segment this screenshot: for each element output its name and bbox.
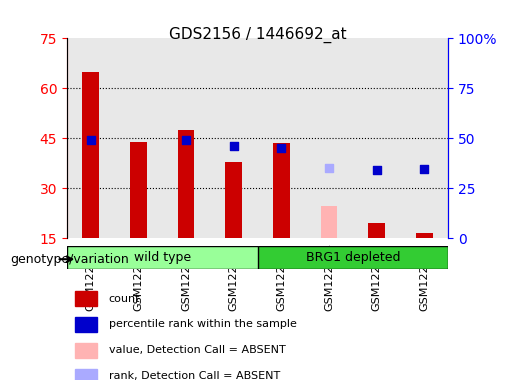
Text: value, Detection Call = ABSENT: value, Detection Call = ABSENT bbox=[109, 345, 286, 356]
Bar bbox=[401, 38, 448, 238]
Bar bbox=[75, 369, 97, 384]
Bar bbox=[258, 38, 305, 238]
Point bbox=[325, 165, 333, 171]
Text: count: count bbox=[109, 293, 141, 304]
Bar bbox=[162, 38, 210, 238]
Bar bbox=[178, 130, 194, 238]
Bar bbox=[416, 233, 433, 238]
Text: genotype/variation: genotype/variation bbox=[10, 253, 129, 266]
Bar bbox=[226, 162, 242, 238]
Bar bbox=[82, 72, 99, 238]
Bar bbox=[305, 38, 353, 238]
Bar bbox=[130, 142, 147, 238]
Bar bbox=[114, 38, 162, 238]
Bar bbox=[353, 38, 401, 238]
Text: wild type: wild type bbox=[134, 251, 191, 264]
Bar bbox=[75, 291, 97, 306]
FancyBboxPatch shape bbox=[67, 246, 258, 269]
Bar bbox=[67, 38, 115, 238]
Text: BRG1 depleted: BRG1 depleted bbox=[305, 251, 400, 264]
Point bbox=[372, 167, 381, 173]
Text: GDS2156 / 1446692_at: GDS2156 / 1446692_at bbox=[169, 27, 346, 43]
Point bbox=[420, 166, 428, 172]
Point bbox=[277, 145, 285, 151]
Bar bbox=[75, 317, 97, 332]
Bar bbox=[321, 207, 337, 238]
Text: rank, Detection Call = ABSENT: rank, Detection Call = ABSENT bbox=[109, 371, 280, 381]
Point bbox=[230, 143, 238, 149]
Bar bbox=[210, 38, 258, 238]
Bar bbox=[273, 143, 289, 238]
FancyBboxPatch shape bbox=[258, 246, 448, 269]
Text: percentile rank within the sample: percentile rank within the sample bbox=[109, 319, 297, 329]
Point bbox=[87, 137, 95, 143]
Point bbox=[182, 137, 190, 143]
Bar bbox=[368, 223, 385, 238]
Bar bbox=[75, 343, 97, 358]
